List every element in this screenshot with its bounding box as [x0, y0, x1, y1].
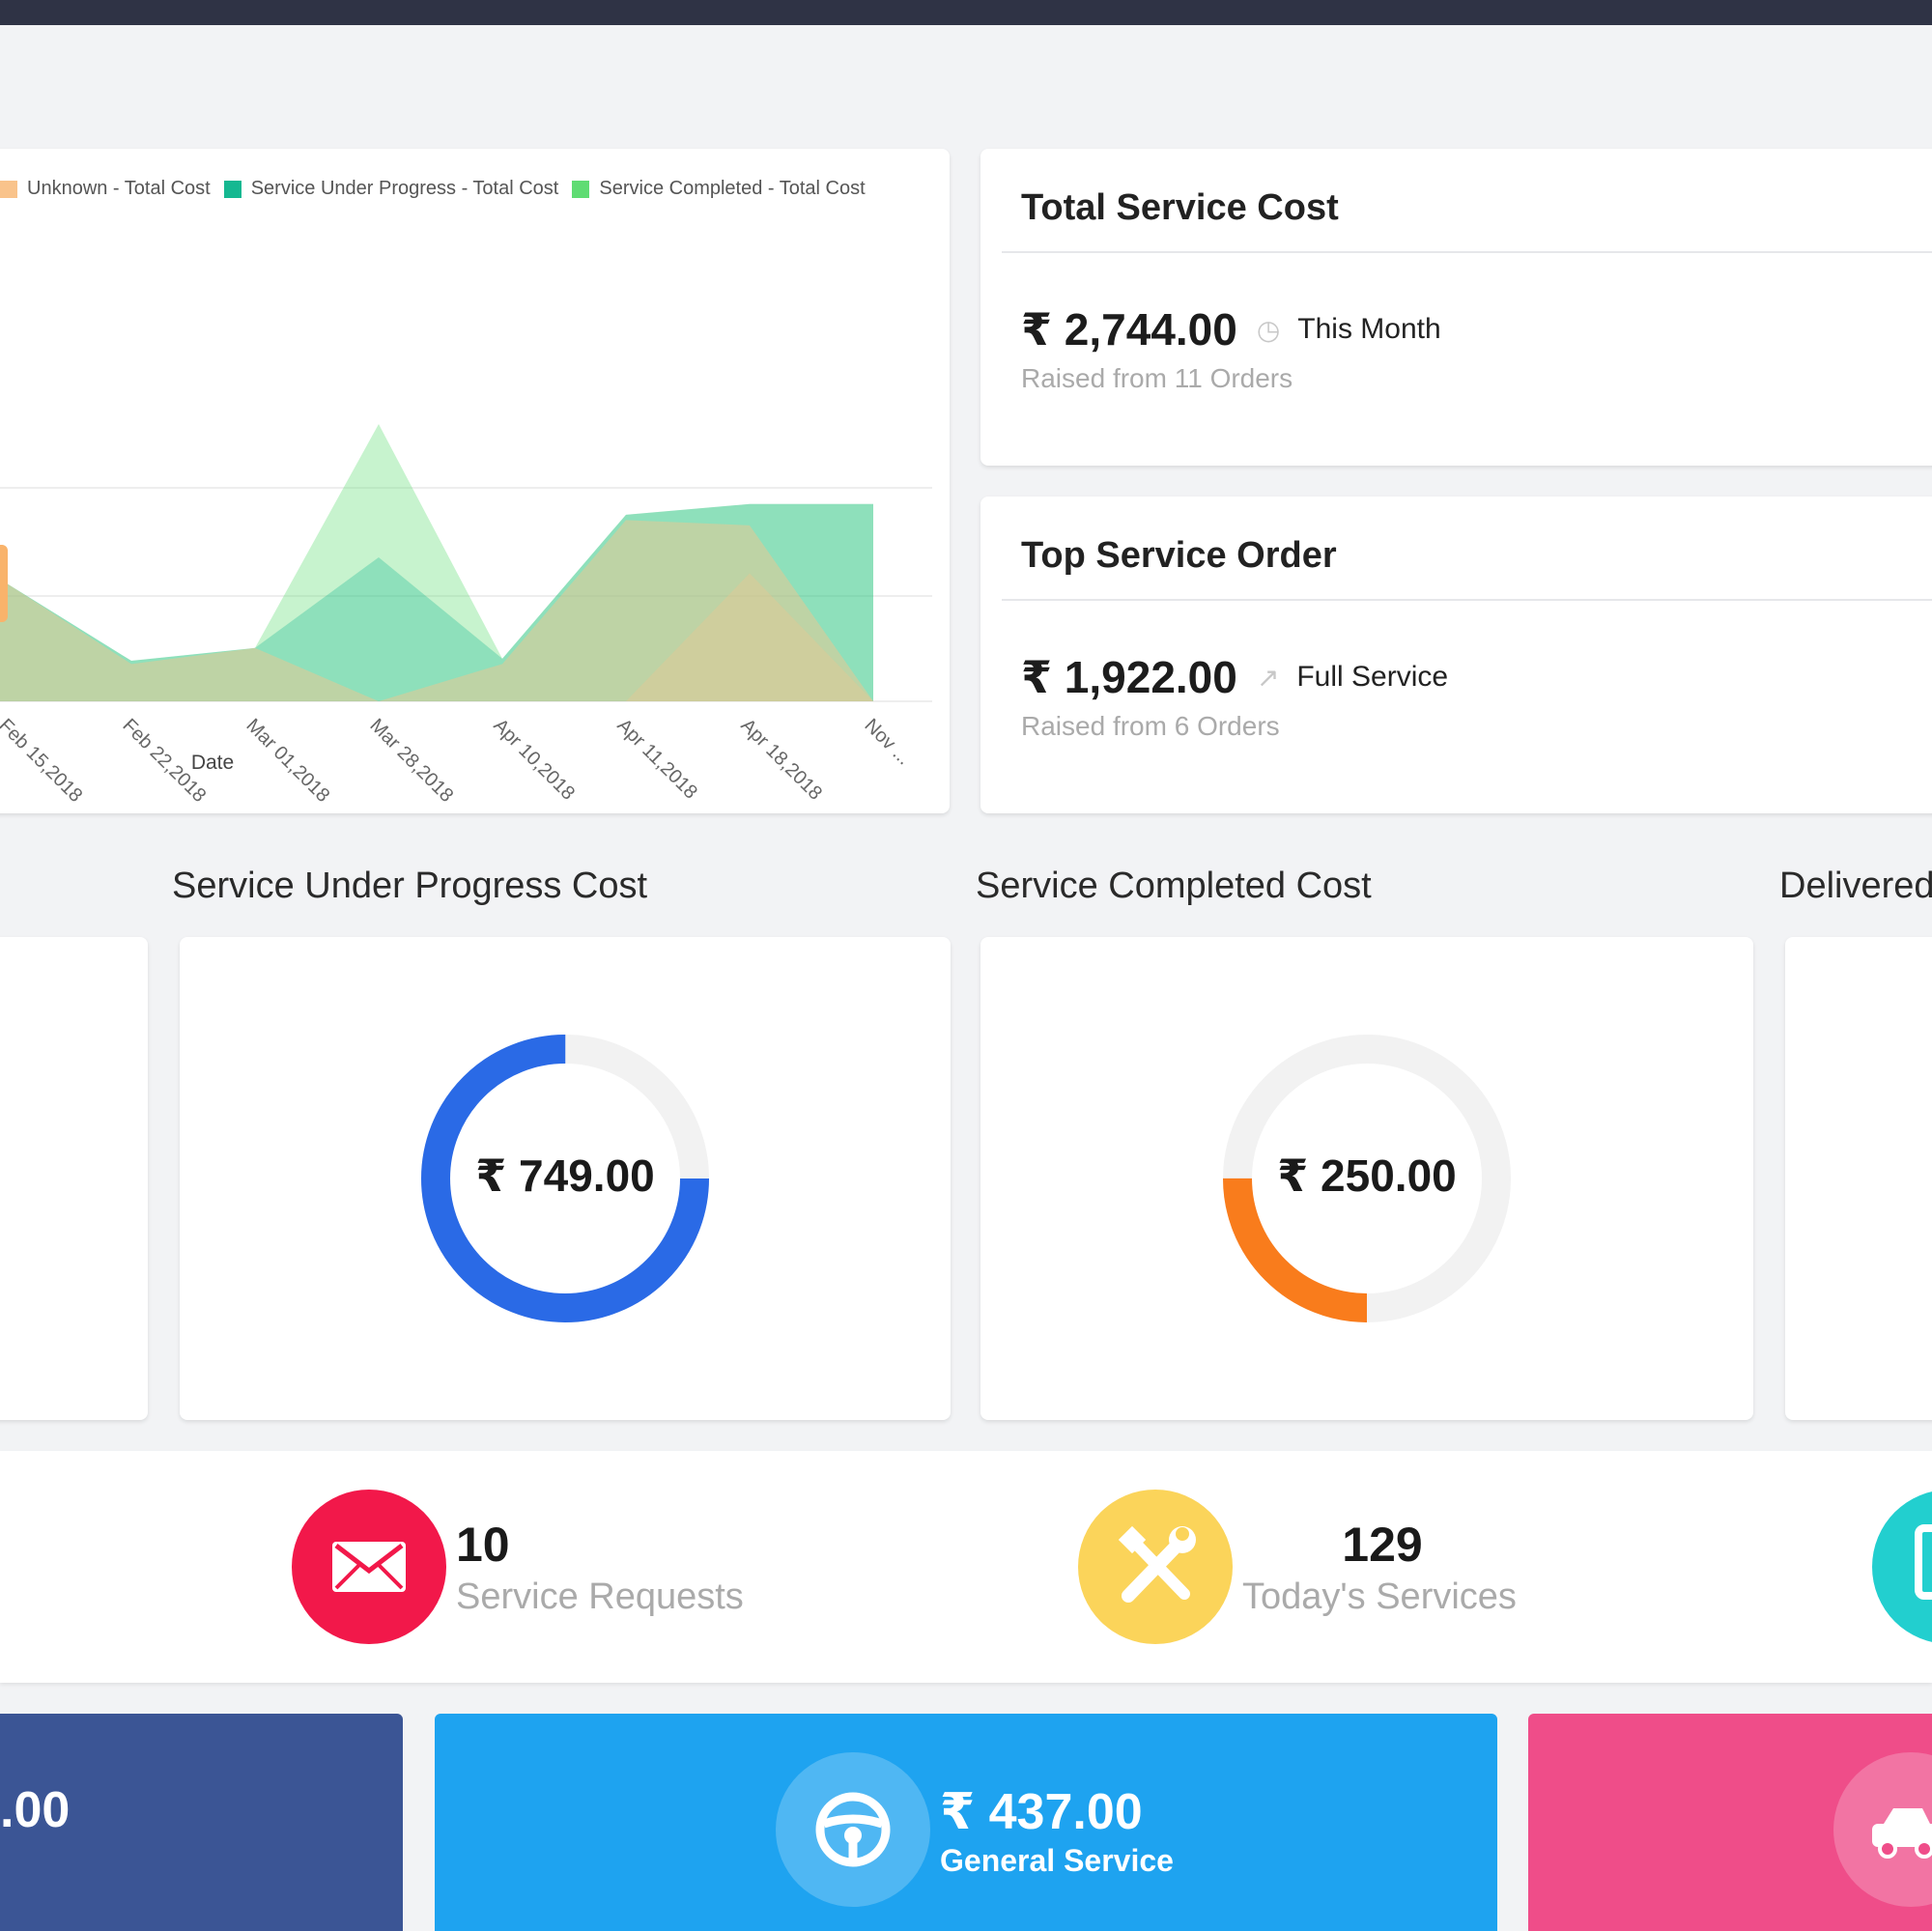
legend-swatch-completed [572, 180, 590, 198]
under-progress-donut [421, 1035, 709, 1322]
general-service-value: ₹ 437.00 [940, 1784, 1143, 1840]
mail-icon [332, 1542, 406, 1592]
car-icon [1872, 1808, 1932, 1859]
legend-label-under-progress: Service Under Progress - Total Cost [250, 178, 559, 199]
general-service-icon-bg [776, 1752, 930, 1907]
top-service-order-card: Top Service Order ₹ 1,922.00 ↗ Full Serv… [980, 497, 1932, 813]
x-tick-label: Nov ... [860, 715, 914, 769]
steering-wheel-icon [815, 1792, 891, 1867]
completed-donut [1223, 1035, 1511, 1322]
top-service-order-title: Top Service Order [1021, 535, 1337, 576]
x-tick-label: Mar 28,2018 [365, 715, 457, 807]
series-area-overlay[interactable] [0, 573, 873, 701]
total-service-cost-period: This Month [1297, 313, 1441, 345]
top-service-order-sub: Raised from 6 Orders [1021, 711, 1280, 741]
total-service-cost-title: Total Service Cost [1021, 187, 1339, 228]
x-axis-label: Date [191, 752, 234, 774]
section-title-under-progress: Service Under Progress Cost [172, 866, 648, 906]
total-service-cost-sub: Raised from 11 Orders [1021, 363, 1293, 393]
series-area-unknown[interactable] [0, 520, 873, 701]
tooltip-marker [0, 545, 8, 622]
service-requests-badge[interactable] [292, 1490, 446, 1644]
total-service-cost-card: Total Service Cost ₹ 2,744.00 ◷ This Mon… [980, 149, 1932, 466]
chart-legend: Unknown - Total Cost Service Under Progr… [0, 178, 879, 200]
area-chart: Feb 15,2018 Feb 22,2018 Mar 01,2018 Mar 28,… [0, 424, 932, 807]
legend-item-unknown[interactable]: Unknown - Total Cost [0, 178, 211, 200]
section-title-completed: Service Completed Cost [976, 866, 1372, 906]
first-tile-value: .00 [0, 1782, 71, 1838]
completed-value: ₹ 250.00 [1277, 1150, 1457, 1201]
general-service-tile[interactable]: ₹ 437.00 General Service [435, 1714, 1497, 1931]
section-title-delivered: Delivered [1779, 866, 1932, 906]
completed-donut-card: ₹ 250.00 [980, 937, 1753, 1420]
todays-services-count: 129 [1342, 1518, 1423, 1572]
stats-strip: 10 Service Requests 129 Today's Services [0, 1451, 1932, 1683]
x-tick-label: Apr 18,2018 [736, 715, 826, 805]
under-progress-value: ₹ 749.00 [475, 1150, 655, 1201]
top-service-order-amount: ₹ 1,922.00 [1021, 652, 1237, 702]
todays-services-badge[interactable] [1078, 1490, 1233, 1644]
x-tick-label: Apr 11,2018 [612, 715, 701, 804]
series-area-under-progress[interactable] [0, 503, 873, 701]
legend-item-under-progress[interactable]: Service Under Progress - Total Cost [223, 178, 559, 200]
service-requests-count: 10 [456, 1518, 510, 1572]
top-bar [0, 0, 1932, 25]
tablet-icon [1915, 1524, 1932, 1600]
divider [1002, 251, 1932, 253]
service-requests-label: Service Requests [456, 1576, 744, 1617]
divider [1002, 599, 1932, 601]
donut-card-partial [0, 937, 148, 1420]
clock-icon: ◷ [1256, 314, 1281, 345]
total-service-cost-amount: ₹ 2,744.00 [1021, 304, 1237, 355]
x-tick-label: Apr 10,2018 [489, 715, 579, 805]
third-tile-icon-bg [1833, 1752, 1932, 1907]
first-cost-tile[interactable]: .00 [0, 1714, 403, 1931]
tools-icon [1118, 1525, 1196, 1603]
third-cost-tile[interactable] [1528, 1714, 1932, 1931]
third-stat-badge[interactable] [1872, 1490, 1932, 1644]
delivered-donut-card [1785, 937, 1932, 1420]
donut-arc [1223, 1035, 1511, 1322]
x-tick-label: Mar 01,2018 [242, 715, 333, 807]
legend-label-completed: Service Completed - Total Cost [599, 178, 866, 199]
todays-services-label: Today's Services [1242, 1576, 1517, 1617]
cost-chart-card: Unknown - Total Cost Service Under Progr… [0, 149, 950, 813]
legend-swatch-under-progress [223, 180, 242, 198]
legend-label-unknown: Unknown - Total Cost [27, 178, 211, 199]
x-tick-label: Feb 15,2018 [0, 715, 86, 807]
top-service-order-type: Full Service [1296, 661, 1449, 693]
donut-arc [421, 1035, 709, 1322]
trend-up-icon: ↗ [1256, 662, 1280, 693]
series-area-completed[interactable] [0, 424, 873, 701]
legend-swatch-unknown [0, 180, 17, 198]
under-progress-donut-card: ₹ 749.00 [180, 937, 951, 1420]
general-service-label: General Service [940, 1843, 1174, 1878]
legend-item-completed[interactable]: Service Completed - Total Cost [572, 178, 866, 200]
